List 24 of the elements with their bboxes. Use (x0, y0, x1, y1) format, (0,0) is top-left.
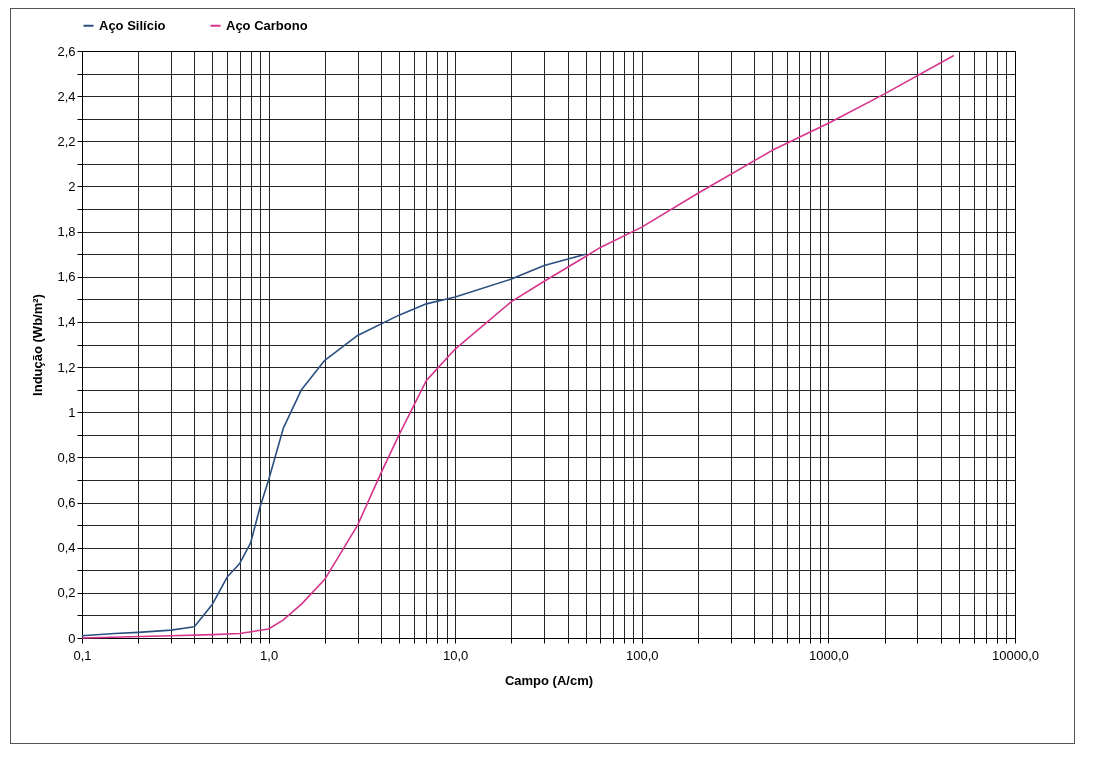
x-tick-label: 1,0 (260, 647, 279, 663)
y-tick-label: 1 (68, 404, 76, 420)
x-axis-title: Campo (A/cm) (504, 672, 594, 688)
x-tick-label: 0,1 (73, 647, 92, 663)
y-tick-label: 1,8 (57, 224, 76, 240)
y-tick-label: 0,8 (57, 449, 76, 465)
y-tick-label: 2 (68, 178, 76, 194)
x-tick-label: 10000,0 (992, 647, 1039, 663)
y-tick-label: 2,4 (57, 88, 76, 104)
y-tick-label: 1,4 (57, 314, 76, 330)
legend-label: Aço Silício (99, 17, 166, 33)
y-tick-label: 0,6 (57, 495, 76, 511)
y-tick-label: 0,4 (57, 540, 76, 556)
y-tick-label: 2,2 (57, 133, 76, 149)
y-tick-label: 0 (68, 630, 76, 646)
y-tick-label: 1,6 (57, 269, 76, 285)
y-tick-label: 0,2 (57, 585, 76, 601)
y-tick-label: 2,6 (57, 43, 76, 59)
x-tick-label: 1000,0 (809, 647, 849, 663)
x-tick-label: 10,0 (443, 647, 469, 663)
legend-label: Aço Carbono (226, 17, 308, 33)
y-axis-title: Indução (Wb/m²) (30, 294, 46, 396)
x-tick-label: 100,0 (626, 647, 659, 663)
y-tick-label: 1,2 (57, 359, 76, 375)
